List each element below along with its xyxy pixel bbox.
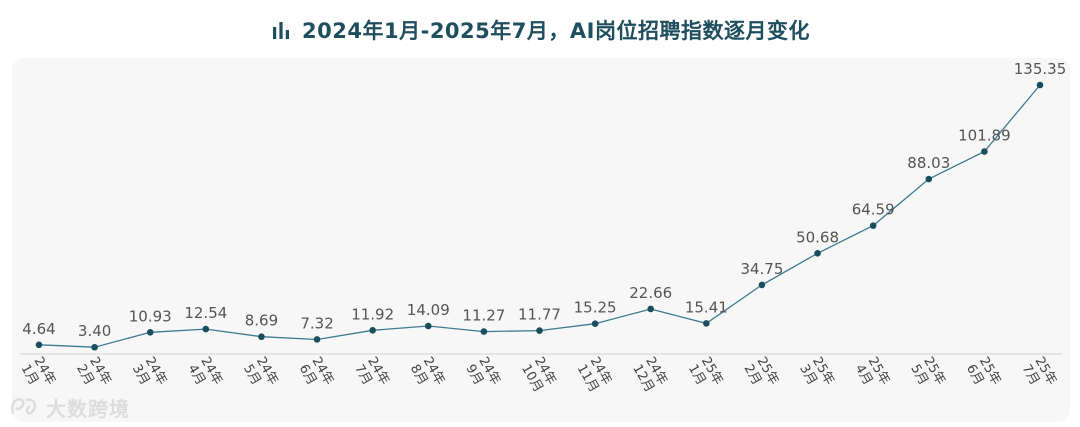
data-label: 3.40	[78, 322, 111, 340]
x-tick-label: 24年1月	[18, 355, 59, 396]
data-label: 10.93	[129, 307, 172, 325]
line-chart: 4.64 24年1月 3.40 24年2月 10.93 24年3月 12.54 24年4月 8.…	[18, 60, 1067, 396]
data-point	[258, 333, 265, 341]
data-point	[814, 249, 821, 257]
x-tick-label: 24年6月	[296, 355, 337, 396]
data-point	[369, 327, 376, 334]
data-label: 88.03	[907, 154, 950, 172]
data-label: 135.35	[1014, 60, 1067, 78]
data-point	[146, 328, 154, 336]
data-point	[424, 322, 432, 330]
chart-panel: 4.64 24年1月 3.40 24年2月 10.93 24年3月 12.54 24年4月 8.…	[12, 58, 1070, 422]
data-point	[703, 320, 710, 327]
x-tick-label: 24年3月	[129, 355, 170, 396]
x-tick-label: 24年4月	[184, 355, 225, 396]
data-point	[1036, 81, 1044, 89]
data-point	[536, 327, 543, 334]
watermark-text: 大数跨境	[46, 396, 130, 421]
x-tick-label: 24年12月	[629, 355, 670, 396]
data-label: 15.41	[685, 298, 728, 316]
data-point	[202, 325, 210, 333]
data-point	[91, 343, 98, 351]
logo-icon	[11, 398, 37, 415]
data-point	[35, 341, 43, 349]
chart-header: 2024年1月-2025年7月，AI岗位招聘指数逐月变化	[0, 10, 1080, 50]
bar-chart-icon	[273, 22, 290, 39]
data-label: 8.69	[245, 312, 278, 330]
data-label: 11.77	[518, 306, 561, 324]
x-tick-label: 25年1月	[685, 355, 726, 396]
data-label: 4.64	[22, 320, 55, 338]
x-tick-label: 24年8月	[407, 355, 448, 396]
data-point	[758, 281, 766, 289]
data-point	[647, 305, 655, 313]
data-point	[480, 328, 488, 335]
data-label: 11.27	[462, 307, 505, 325]
x-tick-label: 25年7月	[1019, 355, 1060, 396]
x-tick-label: 25年3月	[796, 355, 837, 396]
x-tick-label: 25年6月	[963, 355, 1004, 396]
x-tick-label: 24年9月	[462, 355, 503, 396]
x-tick-label: 24年7月	[351, 355, 392, 396]
data-point	[869, 222, 877, 229]
x-tick-label: 24年11月	[574, 355, 615, 396]
chart-title: 2024年1月-2025年7月，AI岗位招聘指数逐月变化	[302, 19, 810, 43]
data-label: 14.09	[407, 301, 450, 319]
data-label: 7.32	[300, 314, 333, 332]
data-point	[981, 148, 988, 155]
data-label: 22.66	[629, 284, 672, 302]
data-label: 64.59	[852, 201, 895, 219]
data-point	[313, 336, 321, 343]
x-tick-label: 24年2月	[73, 355, 114, 396]
x-tick-label: 24年10月	[518, 355, 559, 396]
watermark: 大数跨境	[8, 392, 130, 422]
data-label: 101.89	[958, 126, 1011, 144]
data-label: 50.68	[796, 228, 839, 246]
data-label: 15.25	[574, 299, 617, 317]
data-label: 34.75	[740, 260, 783, 278]
data-label: 12.54	[184, 304, 227, 322]
x-tick-label: 24年5月	[240, 355, 281, 396]
data-point	[925, 175, 933, 183]
data-point	[591, 320, 599, 327]
x-tick-label: 25年4月	[852, 355, 893, 396]
x-tick-label: 25年2月	[740, 355, 781, 396]
data-label: 11.92	[351, 305, 394, 323]
x-tick-label: 25年5月	[907, 355, 948, 396]
